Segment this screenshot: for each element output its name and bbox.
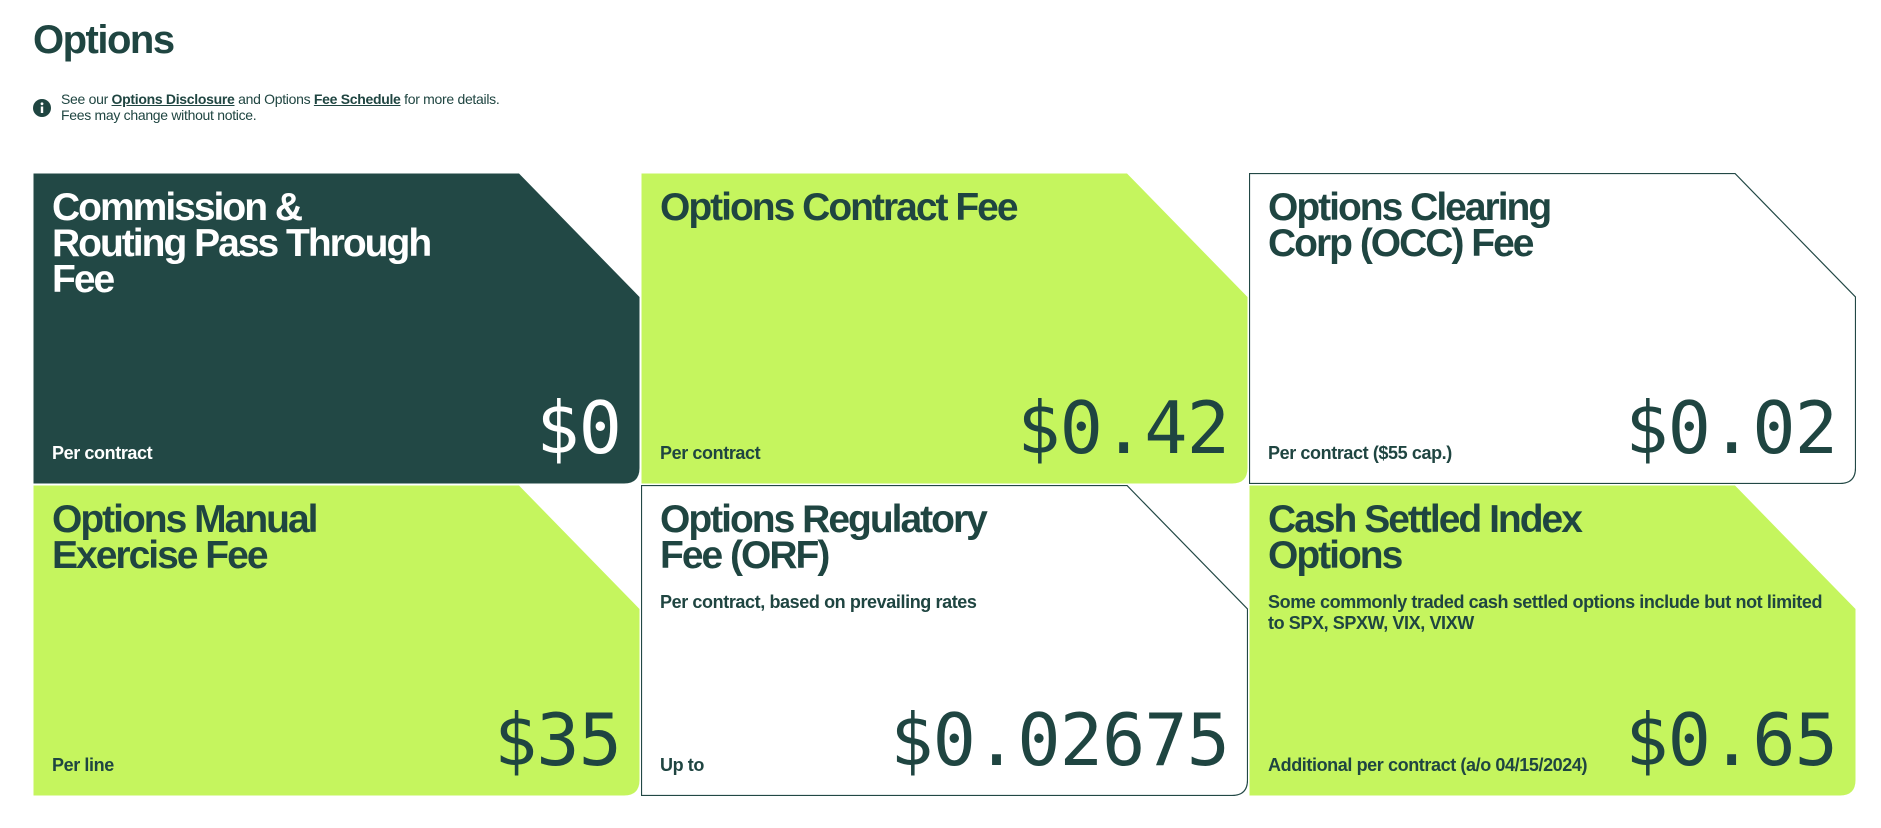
title-line: Options Contract Fee [660,186,1019,229]
info-note: See our Options Disclosure and Options F… [33,91,500,123]
card-note: Per line [52,755,114,775]
fee-card: Options Contract Fee Per contract $0.42 [641,173,1248,484]
title-line: Corp (OCC) Fee [1268,222,1535,265]
fee-card: Cash Settled Index Options Some commonly t… [1249,485,1856,796]
card-body: Options Contract Fee [660,186,1229,229]
card-shape [641,173,1248,484]
title-line: Options Regulatory [660,498,988,541]
card-title: Options Contract Fee [660,186,1229,229]
card-body: Commission & Routing Pass Through Fee [52,186,621,301]
card-description: Some commonly traded cash settled option… [1268,592,1823,633]
info-line: See our Options Disclosure and Options F… [61,91,500,107]
page-title: Options [33,18,175,62]
card-title: Cash Settled Index Options [1268,498,1837,577]
card-note: Up to [660,755,704,775]
title-line: Commission & [52,186,303,229]
fee-schedule-link[interactable]: Fee Schedule [313,91,401,107]
card-shape [1249,173,1856,484]
card-title: Options Regulatory Fee (ORF) [660,498,1229,577]
fee-cards: Commission & Routing Pass Through Fee Per c… [33,173,1856,796]
disclosure-link[interactable]: Options Disclosure [111,91,235,107]
card-background [1249,173,1856,484]
info-icon [33,99,51,117]
card-shape [33,485,640,796]
card-price: $0 [536,386,622,470]
card-background [33,485,640,796]
card-body: Options Manual Exercise Fee [52,498,621,577]
title-line: Routing Pass Through [52,222,432,265]
text: and Options [238,91,311,107]
card-shape [33,173,640,484]
card-price: $0.42 [1017,386,1230,470]
card-title: Commission & Routing Pass Through Fee [52,186,621,301]
text: See our [61,91,108,107]
title-line: Options Clearing [1268,186,1552,229]
card-background [641,485,1248,796]
card-body: Cash Settled Index Options Some commonly t… [1268,498,1837,634]
card-price: $0.65 [1625,698,1838,782]
card-body: Options Regulatory Fee (ORF) Per contract,… [660,498,1229,613]
text: for more details. [404,91,500,107]
card-title: Options Manual Exercise Fee [52,498,621,577]
title-line: Options Manual [52,498,319,541]
card-shape [641,485,1248,796]
card-note: Additional per contract (a/o 04/15/2024) [1268,755,1588,775]
fee-card: Options Regulatory Fee (ORF) Per contract,… [641,485,1248,796]
title-line: Options [1268,534,1403,577]
card-note: Per contract ($55 cap.) [1268,443,1452,463]
fee-card: Commission & Routing Pass Through Fee Per c… [33,173,640,484]
card-title: Options Clearing Corp (OCC) Fee [1268,186,1837,265]
card-note: Per contract [660,443,761,463]
card-shape [1249,485,1856,796]
card-background [33,173,640,484]
fee-card: Options Manual Exercise Fee Per line $35 [33,485,640,796]
info-line: Fees may change without notice. [61,107,257,123]
title-line: Fee (ORF) [660,534,830,577]
card-background [1249,485,1856,796]
card-price: $0.02675 [890,698,1230,782]
title-line: Exercise Fee [52,534,269,577]
info-text: See our Options Disclosure and Options F… [61,91,500,123]
title-line: Fee [52,258,115,301]
title-line: Cash Settled Index [1268,498,1583,541]
fee-card: Options Clearing Corp (OCC) Fee Per contra… [1249,173,1856,484]
card-background [641,173,1248,484]
card-price: $35 [493,698,622,782]
card-description: Per contract, based on prevailing rates [660,592,977,612]
card-note: Per contract [52,443,153,463]
card-price: $0.02 [1625,386,1838,470]
card-body: Options Clearing Corp (OCC) Fee [1268,186,1837,265]
